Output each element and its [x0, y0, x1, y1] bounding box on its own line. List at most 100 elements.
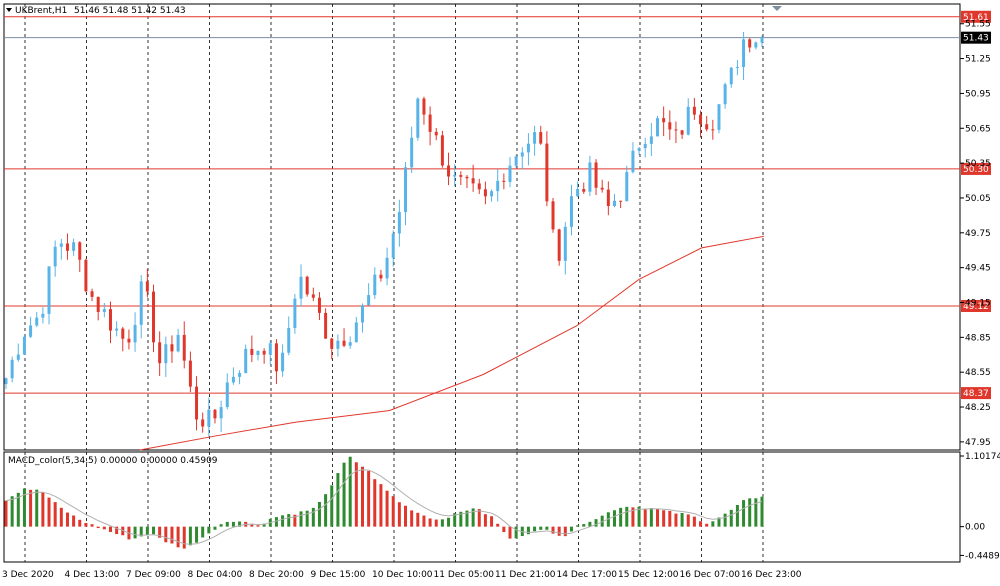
candle-body: [311, 294, 315, 298]
candle-body: [680, 130, 684, 135]
macd-bar: [416, 512, 420, 527]
macd-tick-label: -0.44894: [965, 551, 1000, 561]
candle-body: [705, 124, 709, 130]
macd-bar: [440, 519, 444, 527]
level-label: 51.61: [963, 13, 989, 23]
level-badge: [961, 10, 991, 23]
candle-body: [78, 242, 82, 260]
macd-bar: [551, 526, 555, 534]
candle-body: [717, 104, 721, 130]
macd-bar: [656, 508, 660, 527]
macd-bar: [35, 489, 39, 527]
macd-bar: [53, 502, 57, 527]
candle-body: [176, 334, 180, 352]
macd-bar: [760, 496, 764, 527]
candle-body: [428, 114, 432, 132]
candle-body: [65, 243, 69, 251]
macd-bar: [705, 523, 709, 527]
candle-body: [496, 180, 500, 192]
macd-bar: [201, 526, 205, 538]
candle-body: [324, 312, 328, 339]
candle-body: [262, 350, 266, 355]
macd-bar: [72, 515, 76, 527]
macd-bar: [360, 466, 364, 527]
macd-bar: [643, 508, 647, 527]
candle-body: [102, 309, 106, 312]
candle-body: [692, 106, 696, 115]
symbol-label: UKBrent,H1: [15, 6, 67, 16]
macd-bar: [748, 498, 752, 527]
candle-body: [760, 37, 764, 43]
dropdown-triangle-icon[interactable]: [6, 8, 12, 12]
candle-body: [619, 200, 623, 202]
macd-bar: [699, 521, 703, 527]
candle-body: [477, 183, 481, 190]
candle-body: [250, 348, 254, 355]
macd-bar: [453, 513, 457, 527]
macd-bar: [195, 526, 199, 543]
candle-body: [668, 122, 672, 130]
level-label: 48.37: [963, 389, 989, 399]
macd-bar: [490, 516, 494, 527]
candle-body: [588, 162, 592, 192]
candle-body: [711, 129, 715, 131]
macd-bar: [305, 510, 309, 527]
candle-body: [348, 342, 352, 346]
time-label: 9 Dec 15:00: [311, 570, 366, 580]
macd-bar: [649, 508, 653, 527]
macd-bar: [447, 517, 451, 527]
macd-bar: [631, 507, 635, 527]
price-tick-label: 48.55: [965, 368, 991, 378]
macd-bar: [692, 516, 696, 527]
macd-bar: [391, 496, 395, 527]
price-tick-label: 49.75: [965, 229, 991, 239]
candle-body: [440, 135, 444, 166]
macd-bar: [342, 462, 346, 527]
macd-bar: [299, 511, 303, 527]
candle-body: [207, 409, 211, 427]
price-tick-label: 49.45: [965, 264, 991, 274]
macd-bar: [139, 526, 143, 537]
candle-body: [152, 291, 156, 343]
candle-body: [90, 291, 94, 297]
macd-bar: [668, 510, 672, 527]
macd-bar: [348, 456, 352, 527]
macd-bar: [176, 526, 180, 548]
macd-bar: [379, 484, 383, 527]
time-label: 11 Dec 21:00: [495, 570, 556, 580]
candle-body: [385, 257, 389, 279]
candle-body: [373, 274, 377, 296]
shift-marker-icon[interactable]: [772, 6, 782, 11]
macd-bar: [619, 507, 623, 527]
candle-body: [674, 129, 678, 131]
macd-bar: [397, 502, 401, 527]
time-label: 8 Dec 04:00: [188, 570, 243, 580]
price-tick-label: 47.95: [965, 438, 991, 448]
macd-bar: [164, 526, 168, 543]
candle-body: [600, 187, 604, 190]
level-badge: [961, 387, 991, 400]
macd-bar: [158, 526, 162, 538]
candle-body: [490, 191, 494, 197]
macd-bar: [422, 515, 426, 527]
ohlc-values: 51.46 51.48 51.42 51.43: [74, 6, 186, 16]
macd-bar: [317, 502, 321, 527]
vertical-grid: [24, 4, 764, 562]
macd-bar: [65, 512, 69, 527]
candle-body: [416, 98, 420, 138]
price-tick-label: 51.25: [965, 55, 991, 65]
macd-bar: [459, 511, 463, 527]
candle-body: [502, 180, 506, 182]
candle-body: [121, 328, 125, 339]
candle-body: [195, 386, 199, 420]
macd-bar: [612, 510, 616, 527]
macd-bar: [373, 479, 377, 527]
macd-bar: [594, 519, 598, 527]
macd-bar: [428, 518, 432, 527]
macd-bar: [182, 526, 186, 549]
level-badge: [961, 162, 991, 175]
macd-bar: [539, 526, 543, 530]
macd-bar: [10, 496, 14, 527]
macd-bar: [108, 526, 112, 532]
